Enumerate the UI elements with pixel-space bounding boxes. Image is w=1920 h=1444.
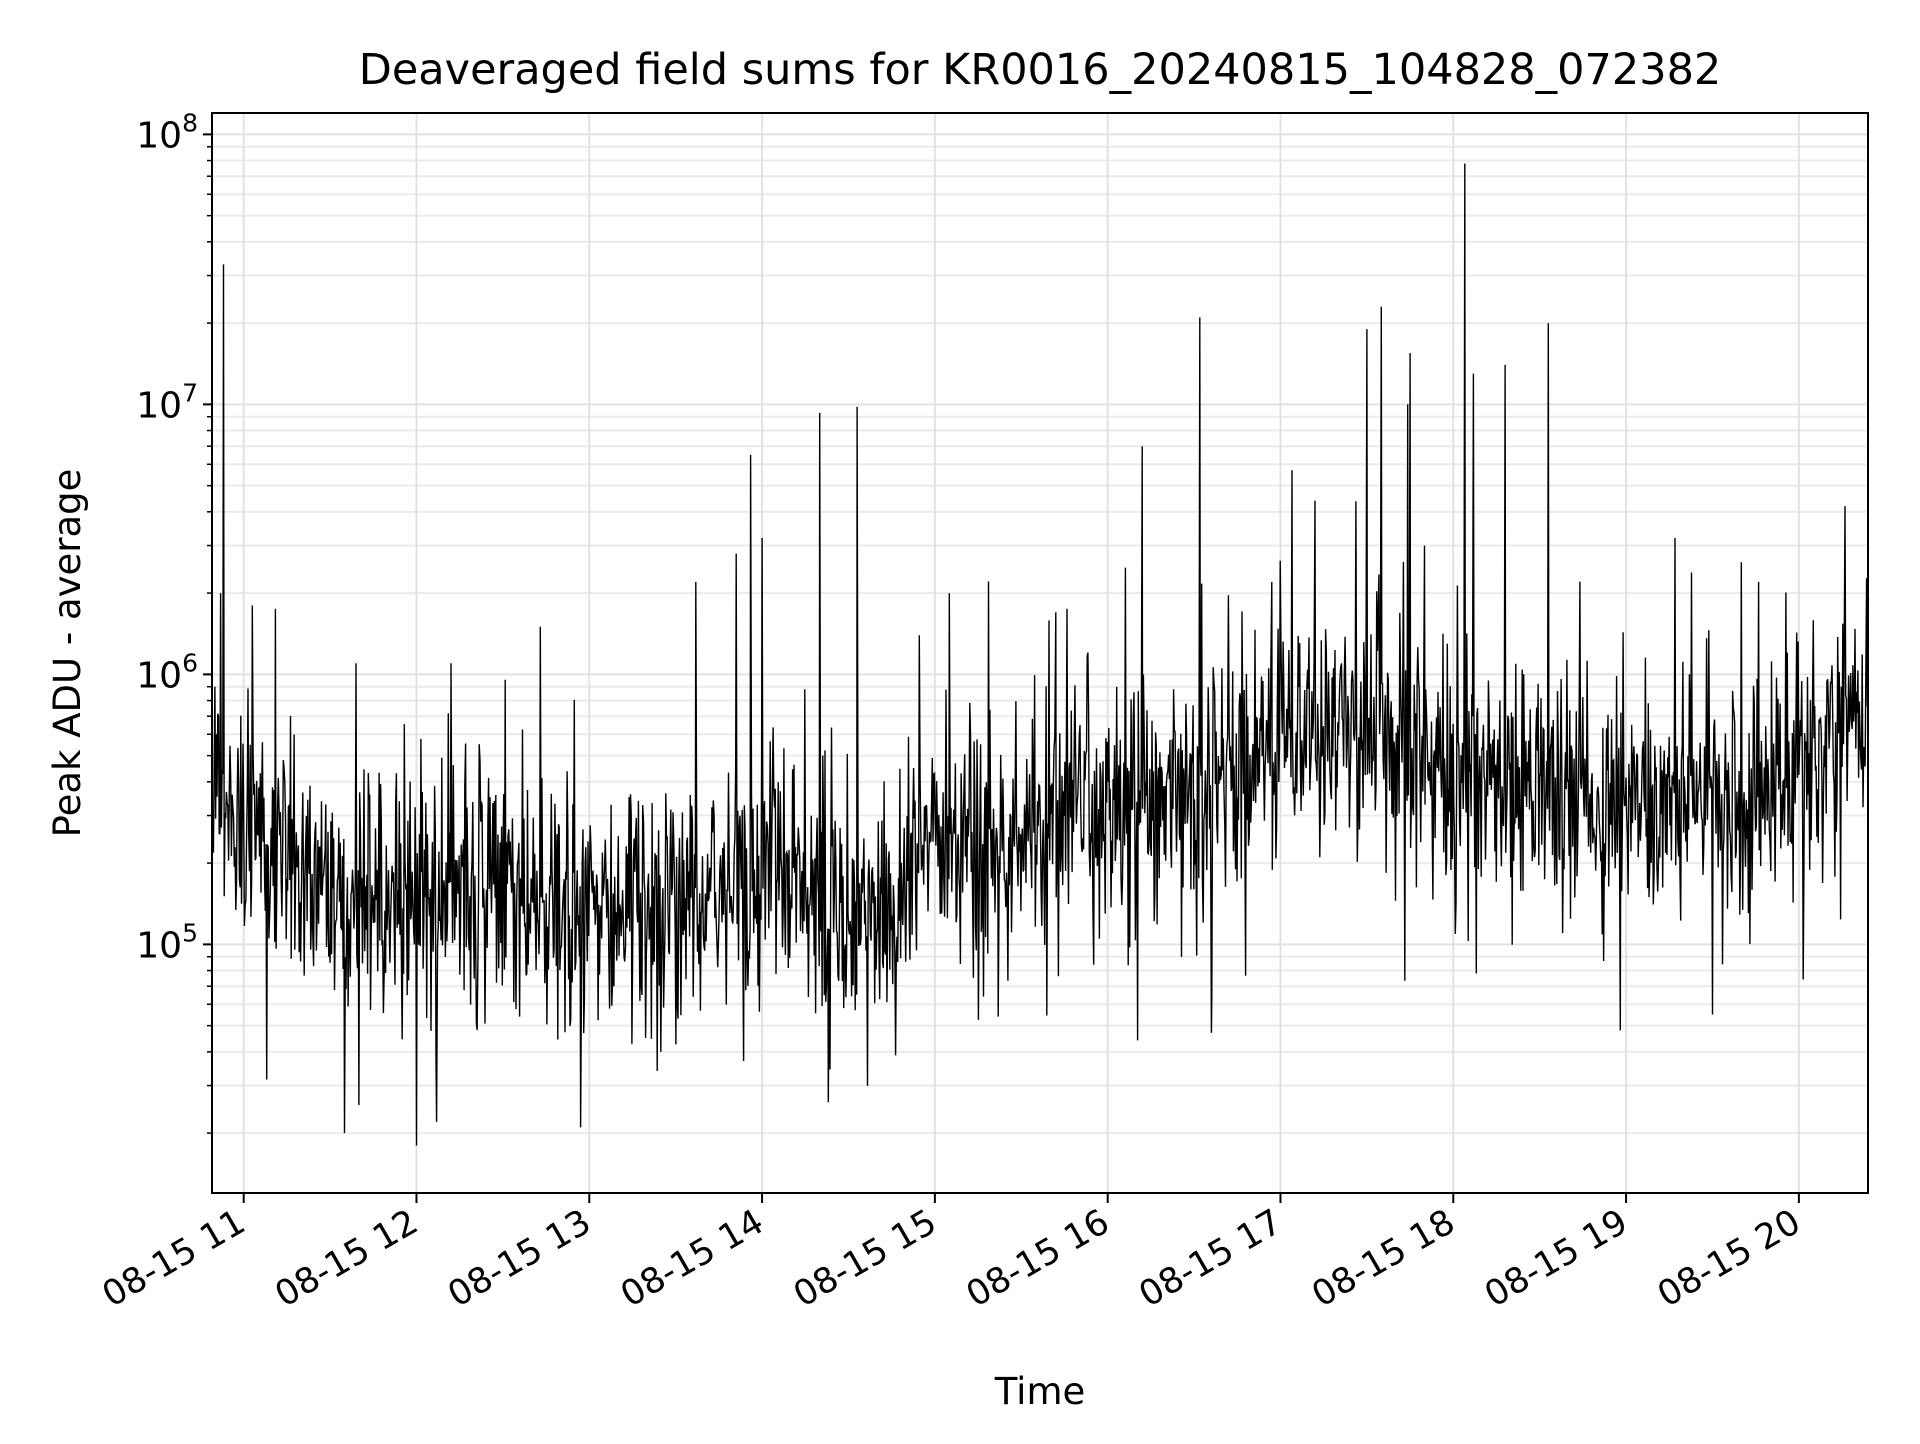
y-tick-label: 107 <box>136 378 198 426</box>
y-axis-label: Peak ADU - average <box>46 469 89 838</box>
y-tick-label: 106 <box>136 648 198 696</box>
y-axis-ticks: 105 106 107 108 <box>136 108 212 1134</box>
x-axis-label: Time <box>994 1370 1086 1413</box>
chart-title: Deaveraged field sums for KR0016_2024081… <box>359 45 1722 95</box>
y-tick-label: 108 <box>136 108 198 156</box>
series-layer <box>211 163 1869 1146</box>
series-line <box>211 163 1869 1146</box>
plot-frame <box>211 112 1869 1194</box>
y-tick-label: 105 <box>136 918 198 966</box>
